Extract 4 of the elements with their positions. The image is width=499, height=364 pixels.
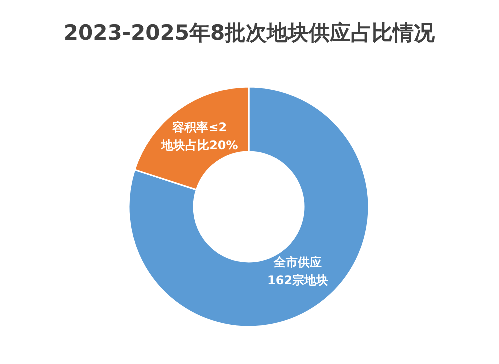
slice-label: 容积率≤2 地块占比20% <box>160 120 238 152</box>
chart-title: 2023-2025年8批次地块供应占比情况 <box>64 21 436 45</box>
donut-slice <box>128 86 370 328</box>
slice-label: 全市供应 162宗地块 <box>268 256 329 288</box>
